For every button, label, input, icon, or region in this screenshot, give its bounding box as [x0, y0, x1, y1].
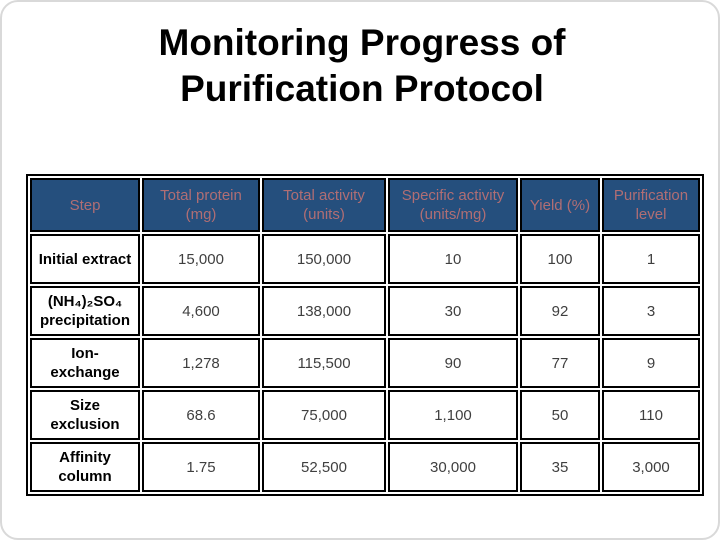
cell-yield: 100: [520, 234, 600, 284]
cell-specific-activity: 10: [388, 234, 518, 284]
cell-total-activity: 150,000: [262, 234, 386, 284]
cell-purification-level: 3,000: [602, 442, 700, 492]
cell-yield: 35: [520, 442, 600, 492]
row-step-label: Ion- exchange: [30, 338, 140, 388]
cell-purification-level: 9: [602, 338, 700, 388]
cell-total-activity: 115,500: [262, 338, 386, 388]
col-header-total-activity: Total activity (units): [262, 178, 386, 232]
table-row: Ion- exchange 1,278 115,500 90 77 9: [30, 338, 700, 388]
cell-total-activity: 138,000: [262, 286, 386, 336]
col-header-yield: Yield (%): [520, 178, 600, 232]
row-step-label: Size exclusion: [30, 390, 140, 440]
row-step-label: Affinity column: [30, 442, 140, 492]
col-header-specific-activity: Specific activity (units/mg): [388, 178, 518, 232]
cell-total-activity: 52,500: [262, 442, 386, 492]
row-step-label: (NH₄)₂SO₄ precipitation: [30, 286, 140, 336]
cell-yield: 92: [520, 286, 600, 336]
table-row: Affinity column 1.75 52,500 30,000 35 3,…: [30, 442, 700, 492]
col-header-total-protein: Total protein (mg): [142, 178, 260, 232]
col-header-step: Step: [30, 178, 140, 232]
row-step-label: Initial extract: [30, 234, 140, 284]
cell-specific-activity: 90: [388, 338, 518, 388]
purification-table: Step Total protein (mg) Total activity (…: [26, 174, 704, 496]
table-row: Initial extract 15,000 150,000 10 100 1: [30, 234, 700, 284]
cell-total-protein: 1,278: [142, 338, 260, 388]
cell-total-protein: 1.75: [142, 442, 260, 492]
table-row: Size exclusion 68.6 75,000 1,100 50 110: [30, 390, 700, 440]
table-header-row: Step Total protein (mg) Total activity (…: [30, 178, 700, 232]
cell-specific-activity: 1,100: [388, 390, 518, 440]
table-row: (NH₄)₂SO₄ precipitation 4,600 138,000 30…: [30, 286, 700, 336]
cell-total-activity: 75,000: [262, 390, 386, 440]
cell-purification-level: 1: [602, 234, 700, 284]
cell-purification-level: 110: [602, 390, 700, 440]
col-header-purification-level: Purification level: [602, 178, 700, 232]
cell-specific-activity: 30: [388, 286, 518, 336]
cell-total-protein: 68.6: [142, 390, 260, 440]
cell-yield: 50: [520, 390, 600, 440]
cell-total-protein: 4,600: [142, 286, 260, 336]
cell-specific-activity: 30,000: [388, 442, 518, 492]
purification-table-container: Step Total protein (mg) Total activity (…: [26, 174, 704, 496]
cell-purification-level: 3: [602, 286, 700, 336]
cell-total-protein: 15,000: [142, 234, 260, 284]
cell-yield: 77: [520, 338, 600, 388]
page-title: Monitoring Progress of Purification Prot…: [158, 22, 566, 109]
